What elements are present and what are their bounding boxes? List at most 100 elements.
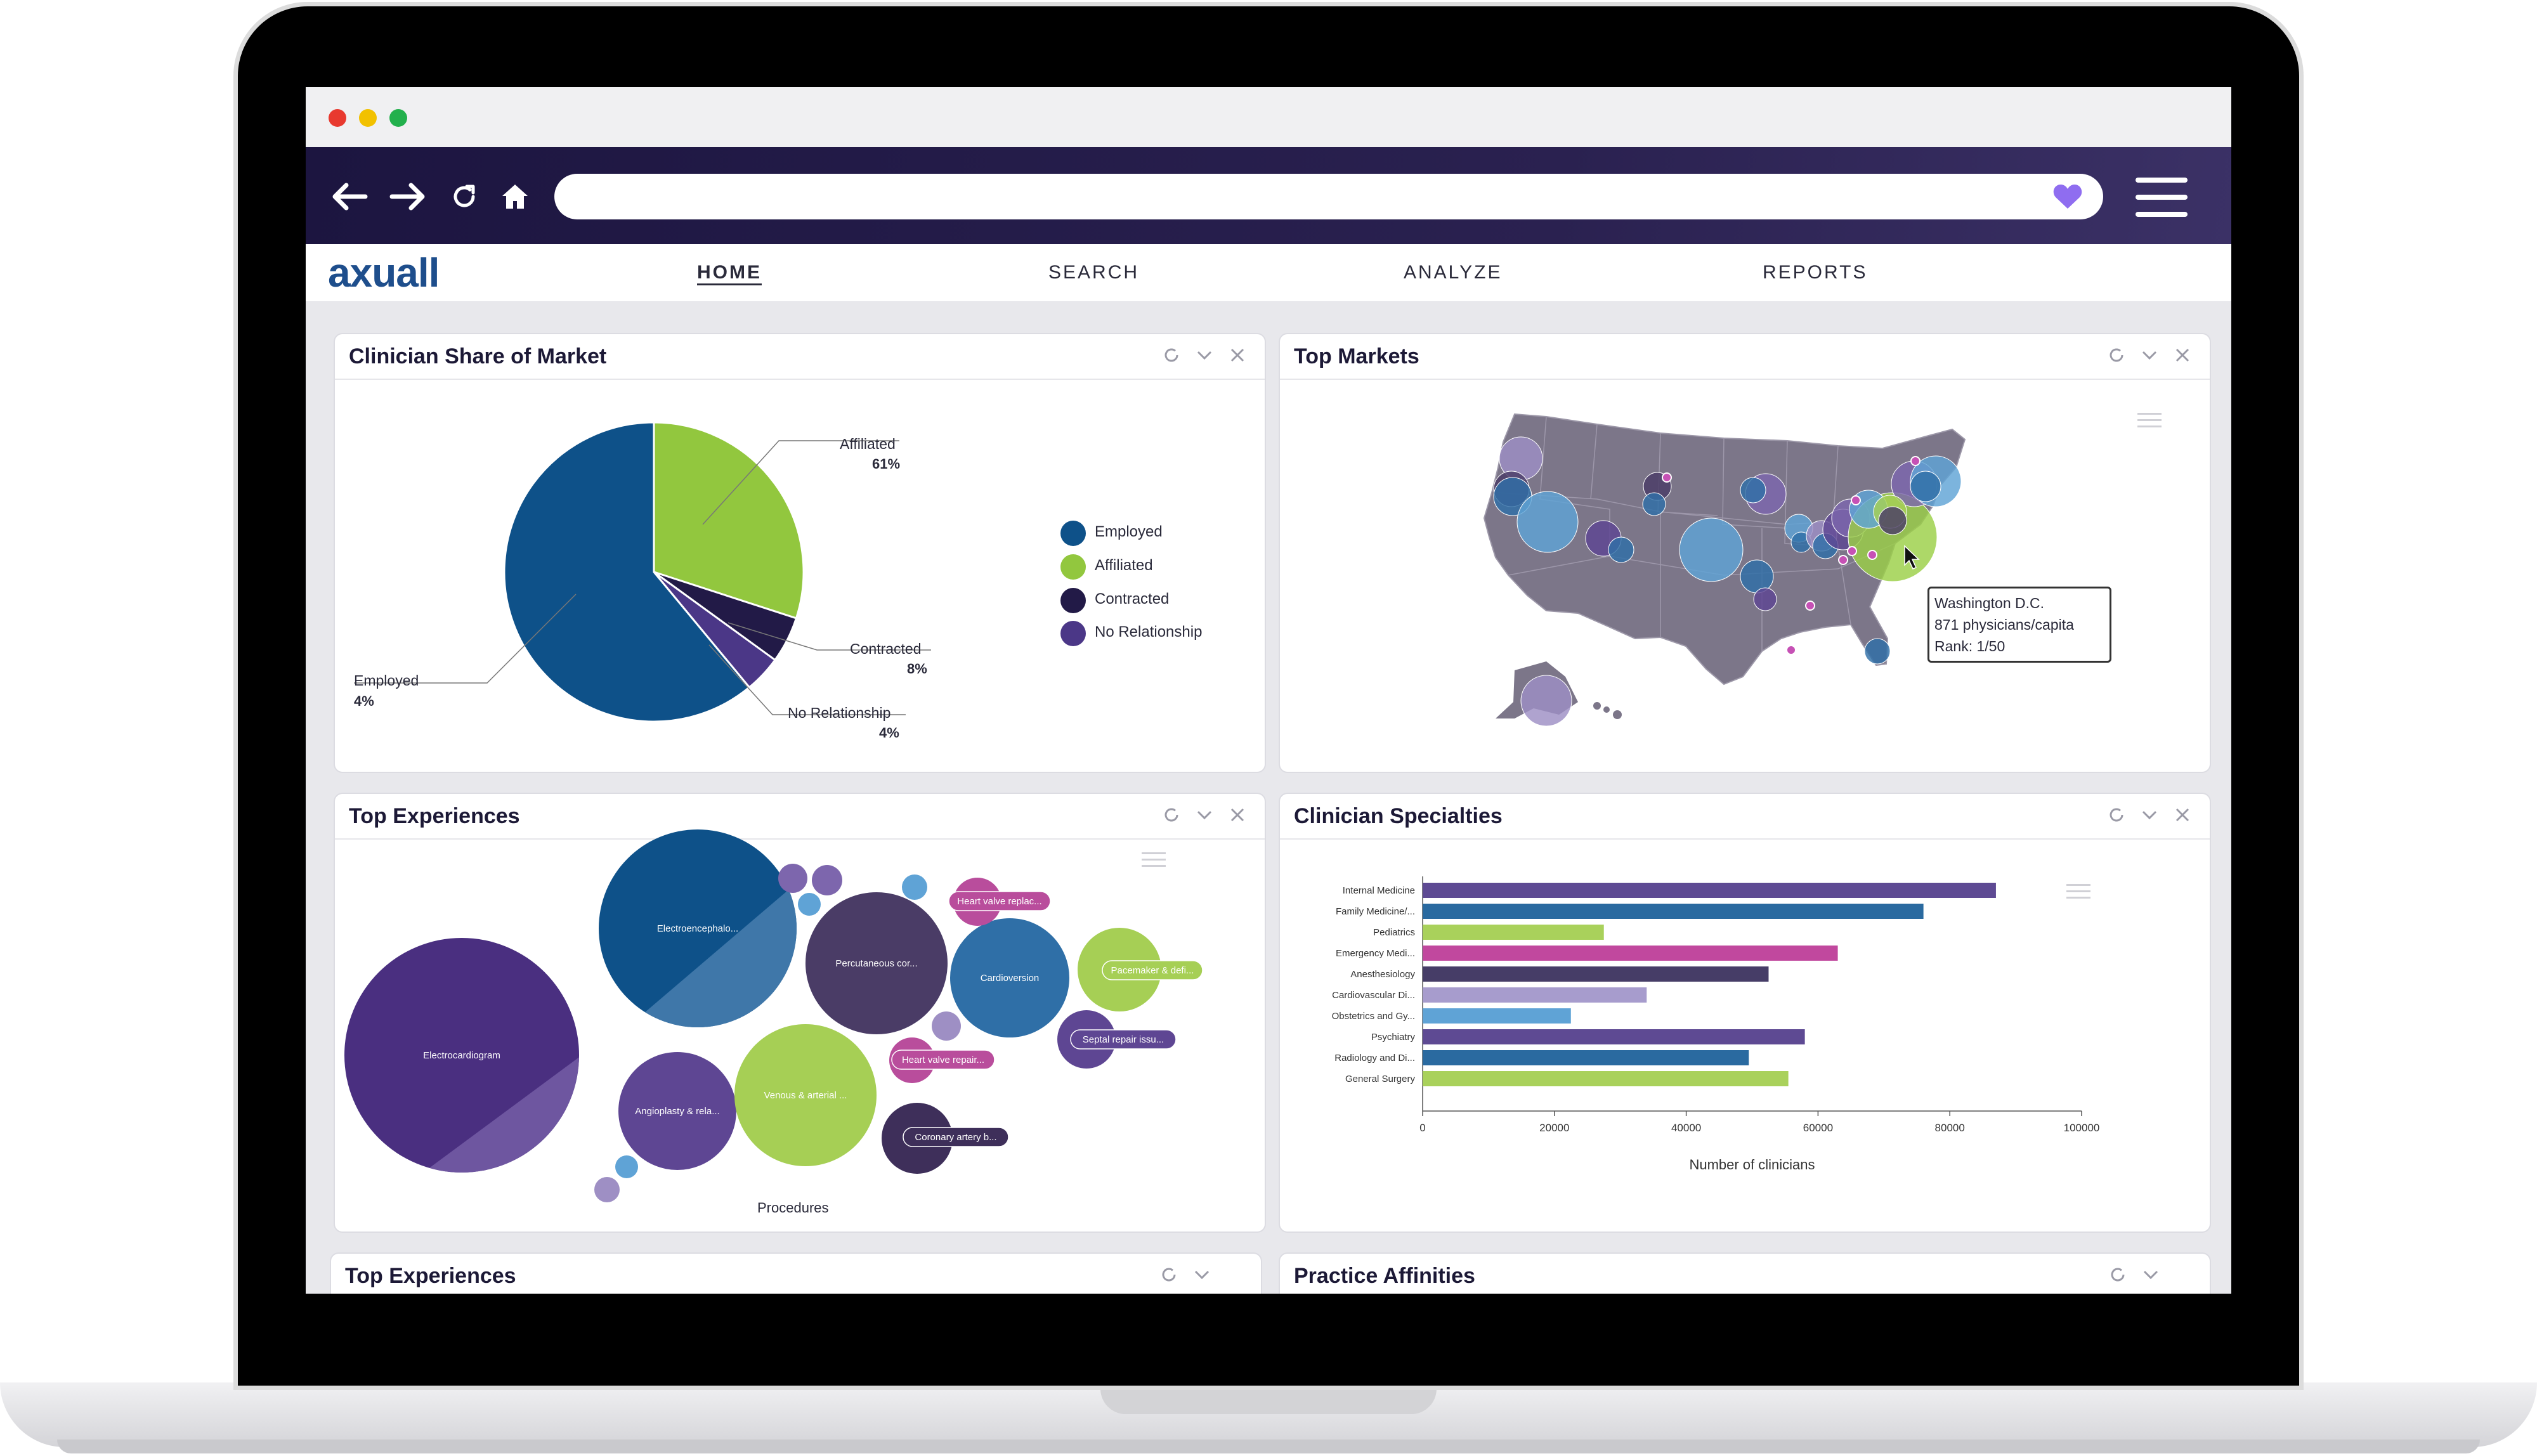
x-axis-label: Procedures [757, 1200, 829, 1216]
bubble-angioplasty: Angioplasty & rela... [618, 1052, 736, 1170]
bubble-label: Percutaneous cor... [835, 958, 917, 969]
legend-item-no-relationship[interactable]: No Relationship [1060, 621, 1202, 646]
bubble-cardioversion: Cardioversion [950, 918, 1069, 1037]
panel-clinician-specialties: Clinician Specialties Internal Medicine F… [1279, 793, 2211, 1233]
callout-employed-label: Employed [354, 672, 419, 689]
legend-label: Employed [1095, 523, 1163, 540]
axuall-logo: axuall [328, 250, 440, 296]
market-bubble [1642, 492, 1666, 516]
bubble-small [798, 893, 821, 916]
market-bubbles [1493, 436, 1962, 727]
refresh-icon[interactable] [1162, 346, 1181, 365]
market-pin [1910, 456, 1921, 466]
category-label: Family Medicine/... [1336, 906, 1415, 917]
bubble-label: Venous & arterial ... [764, 1090, 847, 1101]
category-label: Pediatrics [1373, 927, 1415, 938]
bubble-small [778, 864, 807, 893]
x-tick-label: 40000 [1671, 1122, 1701, 1134]
panel-title: Top Experiences [349, 804, 520, 828]
nav-search[interactable]: SEARCH [1048, 262, 1140, 283]
market-pin [1662, 472, 1672, 483]
chart-menu-icon[interactable] [2137, 413, 2162, 429]
callout-line-employed [354, 594, 577, 684]
category-label: Obstetrics and Gy... [1332, 1011, 1415, 1022]
market-pin [1851, 495, 1861, 505]
chevron-down-icon[interactable] [2141, 1265, 2160, 1284]
bar-6 [1423, 1008, 1571, 1024]
bar-4 [1423, 966, 1769, 982]
panel-title: Practice Affinities [1294, 1264, 1475, 1288]
callout-affiliated-label: Affiliated [840, 436, 896, 452]
x-tick-label: 80000 [1935, 1122, 1965, 1134]
panel-header: Top Experiences [331, 1254, 1261, 1294]
favorite-heart-icon[interactable] [2052, 183, 2083, 210]
market-bubble [1910, 471, 1941, 502]
nav-analyze[interactable]: ANALYZE [1404, 262, 1503, 283]
panel-header: Top Markets [1280, 334, 2210, 380]
browser-menu-icon[interactable] [2136, 178, 2188, 217]
legend-item-affiliated[interactable]: Affiliated [1060, 554, 1153, 580]
close-icon[interactable] [1228, 805, 1247, 824]
address-bar[interactable] [554, 174, 2103, 219]
bubble-venous: Venous & arterial ... [734, 1024, 877, 1166]
bubble-electroencephalo: Electroencephalo... [599, 829, 797, 1027]
bubble-label: Angioplasty & rela... [635, 1106, 719, 1117]
forward-arrow-icon[interactable] [388, 176, 429, 217]
panel-title: Top Experiences [345, 1264, 516, 1288]
maximize-window-dot[interactable] [389, 109, 407, 127]
market-pin [1847, 546, 1857, 556]
callout-contracted-pct: 8% [907, 661, 927, 677]
panel-title: Top Markets [1294, 344, 1419, 368]
legend-item-contracted[interactable]: Contracted [1060, 588, 1169, 613]
refresh-icon[interactable] [1159, 1265, 1178, 1284]
nav-home[interactable]: HOME [697, 262, 762, 283]
chart-menu-icon[interactable] [1142, 852, 1166, 869]
back-arrow-icon[interactable] [329, 176, 369, 217]
market-pin [1786, 645, 1796, 655]
us-map [1483, 413, 1966, 727]
browser-toolbar [306, 147, 2231, 244]
reload-icon[interactable] [444, 176, 485, 217]
refresh-icon[interactable] [2107, 346, 2126, 365]
home-icon[interactable] [495, 176, 535, 217]
category-label: Cardiovascular Di... [1332, 990, 1415, 1001]
bubble-electrocardiogram: Electrocardiogram [344, 938, 579, 1173]
close-icon[interactable] [2173, 346, 2192, 365]
tooltip-rank: Rank: 1/50 [1934, 638, 2005, 654]
minimize-window-dot[interactable] [359, 109, 377, 127]
nav-reports[interactable]: REPORTS [1763, 262, 1868, 283]
chevron-down-icon[interactable] [2140, 346, 2159, 365]
refresh-icon[interactable] [2107, 805, 2126, 824]
close-icon[interactable] [2173, 805, 2192, 824]
market-pin [1867, 550, 1877, 560]
market-bubble [1740, 477, 1766, 504]
bar-2 [1423, 925, 1604, 940]
panel-title: Clinician Share of Market [349, 344, 607, 368]
bubble-small [902, 874, 927, 900]
bubble-label: Electrocardiogram [423, 1050, 500, 1061]
tooltip-metric: 871 physicians/capita [1934, 616, 2074, 633]
callout-line-contracted [727, 622, 931, 651]
legend-swatch [1060, 554, 1086, 580]
refresh-icon[interactable] [1162, 805, 1181, 824]
callout-no-relationship-pct: 4% [879, 725, 899, 741]
callout-affiliated-pct: 61% [872, 456, 901, 472]
chevron-down-icon[interactable] [1195, 805, 1214, 824]
chevron-down-icon[interactable] [1192, 1265, 1211, 1284]
bubble-label: Septal repair issu... [1083, 1034, 1164, 1045]
close-icon[interactable] [1228, 346, 1247, 365]
bubble-small [932, 1011, 961, 1041]
mouse-cursor-icon [1904, 545, 1920, 569]
bubble-small [615, 1155, 638, 1178]
chevron-down-icon[interactable] [2140, 805, 2159, 824]
refresh-icon[interactable] [2108, 1265, 2127, 1284]
chevron-down-icon[interactable] [1195, 346, 1214, 365]
procedures-bubble-chart: Electrocardiogram Electroencephalo... Pe… [344, 829, 1203, 1202]
close-window-dot[interactable] [329, 109, 346, 127]
map-tooltip: Washington D.C. 871 physicians/capita Ra… [1927, 587, 2111, 663]
legend-item-employed[interactable]: Employed [1060, 521, 1163, 546]
market-bubble [1864, 638, 1891, 665]
chart-menu-icon[interactable] [2066, 884, 2090, 900]
share-of-market-pie-chart [354, 421, 931, 723]
market-bubble [1608, 536, 1634, 563]
